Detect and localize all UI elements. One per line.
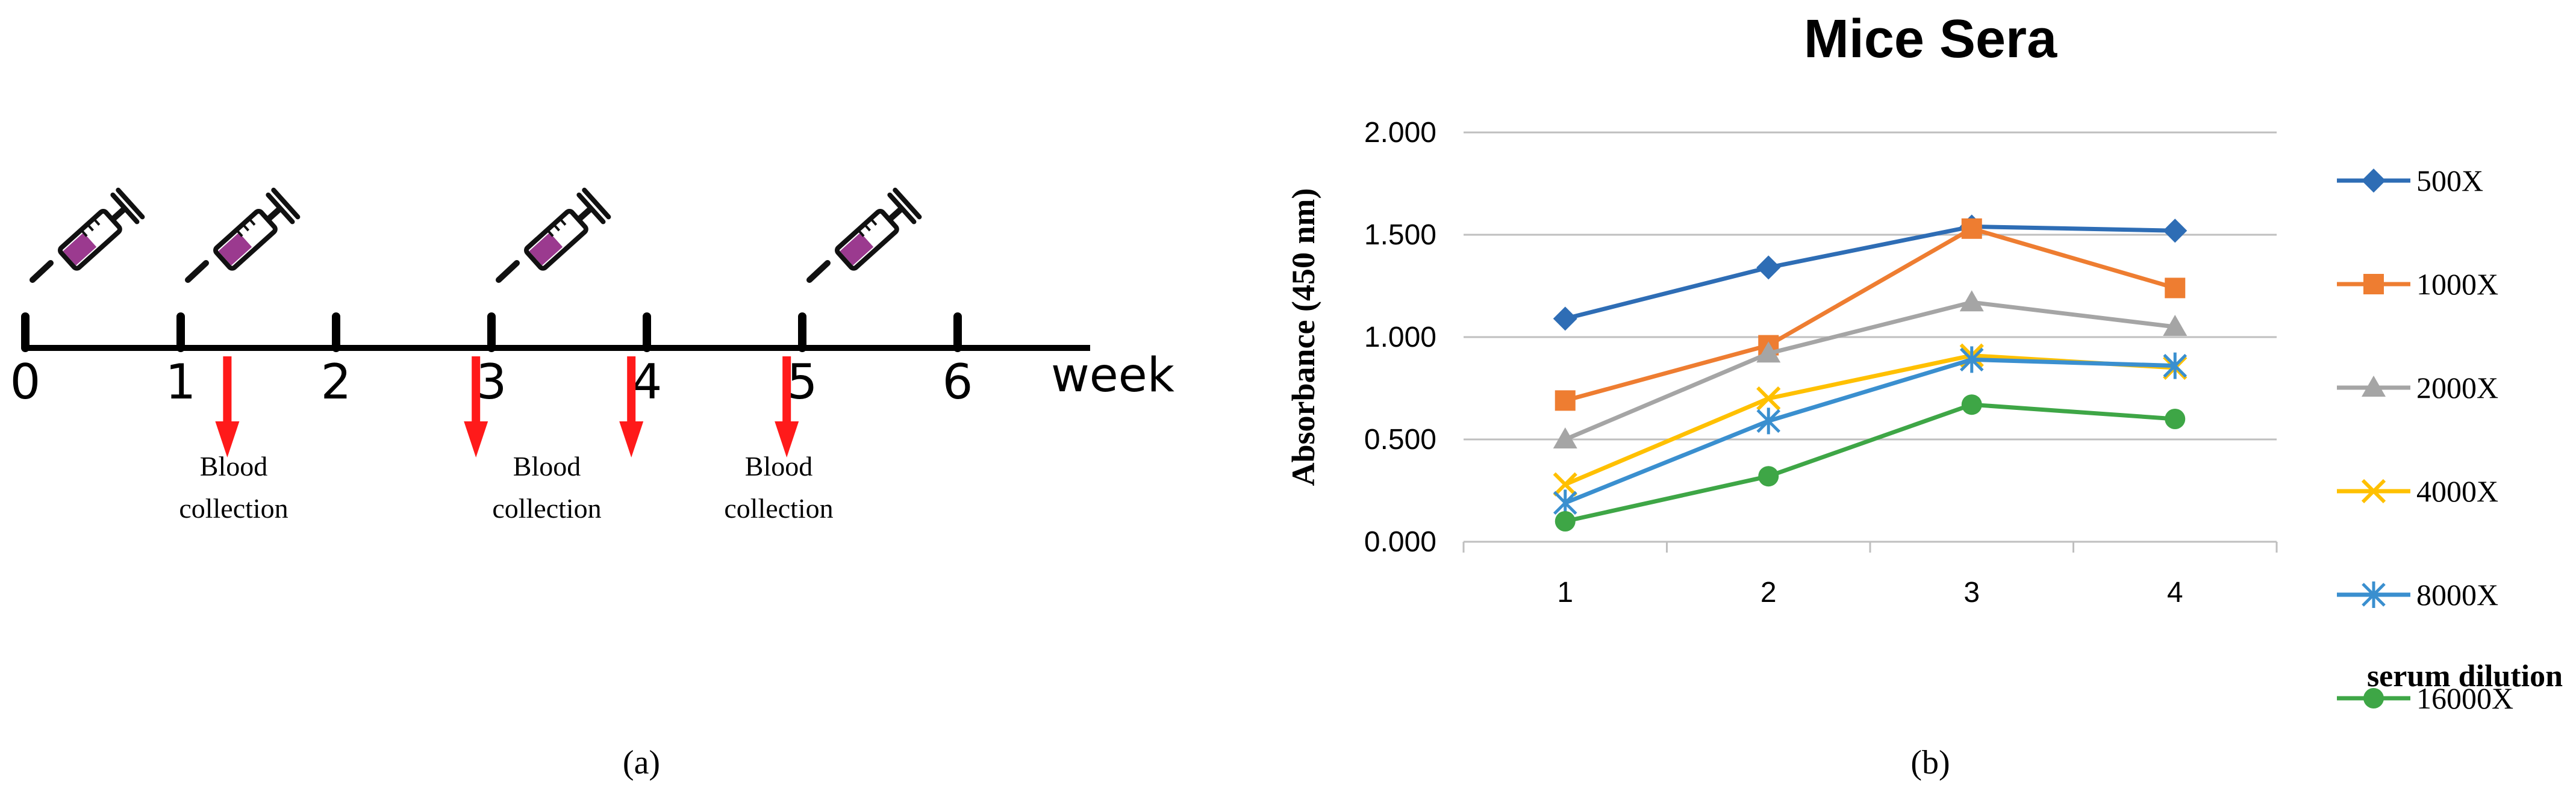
blood-label-3-line1: Blood: [745, 451, 812, 482]
chart-title: Mice Sera: [1804, 9, 2057, 69]
x-tick-label: 3: [1963, 577, 1980, 609]
blood-collection-arrow-icon: [775, 356, 799, 457]
series-line-500X: [1564, 224, 2175, 321]
data-point-16000X-2: [1758, 466, 1779, 487]
panel-b-caption: (b): [1910, 744, 1950, 781]
series-line-2000X: [1564, 300, 2175, 442]
data-point-500X-1: [1553, 306, 1577, 331]
blood-label-2-line1: Blood: [513, 451, 581, 482]
legend-item-4000X: 4000X: [2337, 474, 2498, 508]
series-1000X: [1555, 218, 2186, 411]
blood-collection-arrow-icon: [464, 356, 488, 457]
legend-marker-2000X: [2362, 376, 2386, 397]
series-line-16000X: [1564, 402, 2175, 524]
legend-title: serum dilution: [2367, 659, 2563, 693]
blood-collection-arrow-icon: [215, 356, 240, 457]
panel-b-chart: Mice Sera 0.000 0.500 1.000 1.500 2.000 1 2 3 4…: [1285, 9, 2563, 781]
legend-item-8000X: 8000X: [2337, 578, 2498, 612]
legend-label-8000X: 8000X: [2416, 578, 2498, 612]
chart-series: [1553, 214, 2188, 532]
data-point-16000X-1: [1555, 511, 1576, 532]
data-point-1000X-4: [2165, 277, 2186, 299]
syringe-icon: [499, 190, 608, 280]
week-label-5: 5: [787, 354, 818, 410]
series-line-1000X: [1564, 226, 2176, 403]
week-label-2: 2: [321, 354, 352, 410]
data-point-500X-2: [1756, 255, 1781, 280]
x-tick-marks: [1462, 542, 2278, 553]
legend-marker-4000X: [2361, 479, 2386, 504]
series-8000X: [1553, 346, 2188, 516]
chart-legend: 500X 1000X 2000X 4000X 8000X 16000X: [2337, 164, 2513, 715]
blood-label-1-line2: collection: [179, 493, 288, 524]
data-point-16000X-3: [1961, 394, 1982, 415]
legend-marker-16000X: [2363, 688, 2384, 708]
week-label-4: 4: [632, 354, 663, 410]
data-point-1000X-1: [1555, 390, 1576, 411]
syringe-icon: [33, 190, 142, 280]
x-tick-labels: 1 2 3 4: [1557, 577, 2183, 609]
week-label-0: 0: [10, 354, 41, 410]
x-tick-label: 4: [2167, 577, 2183, 609]
week-ticks: [21, 312, 962, 352]
data-point-2000X-1: [1553, 427, 1577, 448]
panel-a-timeline: 0 1 2 3 4 5 6 week Blood collection Blood coll…: [10, 190, 1174, 781]
data-point-2000X-4: [2163, 315, 2188, 336]
series-4000X: [1553, 343, 2188, 497]
y-tick-label: 1.500: [1364, 219, 1436, 251]
legend-marker-8000X: [2362, 581, 2386, 608]
y-tick-labels: 0.000 0.500 1.000 1.500 2.000: [1364, 117, 1436, 558]
series-2000X: [1553, 290, 2188, 448]
legend-item-2000X: 2000X: [2337, 371, 2498, 405]
data-point-8000X-3: [1959, 346, 1984, 373]
legend-item-1000X: 1000X: [2337, 267, 2498, 301]
legend-label-1000X: 1000X: [2416, 267, 2498, 301]
week-label-3: 3: [476, 354, 507, 410]
legend-label-2000X: 2000X: [2416, 371, 2498, 405]
y-axis-label: Absorbance (450 nm): [1285, 188, 1321, 486]
series-line-8000X: [1564, 357, 2175, 505]
y-tick-label: 0.500: [1364, 424, 1436, 456]
data-point-8000X-2: [1756, 408, 1781, 435]
series-16000X: [1555, 394, 2186, 532]
y-tick-label: 1.000: [1364, 321, 1436, 353]
data-point-1000X-3: [1961, 218, 1982, 239]
week-label-1: 1: [166, 354, 196, 410]
y-tick-label: 0.000: [1364, 526, 1436, 558]
data-point-2000X-2: [1756, 341, 1781, 363]
data-point-4000X-2: [1756, 386, 1781, 411]
legend-marker-500X: [2362, 169, 2386, 193]
x-tick-label: 2: [1760, 577, 1777, 609]
blood-collection-arrows: [215, 356, 799, 457]
data-point-500X-4: [2163, 219, 2188, 243]
syringe-icon: [809, 190, 919, 280]
y-tick-label: 2.000: [1364, 117, 1436, 149]
data-point-16000X-4: [2165, 409, 2186, 429]
blood-label-3-line2: collection: [724, 493, 833, 524]
legend-item-16000X: 16000X: [2337, 681, 2513, 715]
legend-item-500X: 500X: [2337, 164, 2483, 197]
legend-marker-1000X: [2363, 274, 2384, 294]
blood-label-2-line2: collection: [492, 493, 601, 524]
x-tick-label: 1: [1557, 577, 1573, 609]
series-500X: [1553, 214, 2188, 331]
panel-a-caption: (a): [623, 744, 660, 781]
blood-label-1-line1: Blood: [200, 451, 267, 482]
blood-collection-labels: Blood collection Blood collection Blood …: [179, 451, 833, 524]
blood-collection-arrow-icon: [619, 356, 644, 457]
week-axis-label: week: [1051, 349, 1174, 403]
data-point-8000X-4: [2163, 352, 2188, 379]
week-label-6: 6: [943, 354, 973, 410]
syringes: [33, 190, 919, 280]
legend-label-4000X: 4000X: [2416, 474, 2498, 508]
chart-gridlines: [1464, 131, 2277, 543]
legend-label-500X: 500X: [2416, 164, 2483, 197]
week-labels: 0 1 2 3 4 5 6: [10, 354, 973, 410]
syringe-icon: [188, 190, 298, 280]
data-point-4000X-1: [1553, 472, 1577, 497]
data-point-2000X-3: [1959, 290, 1984, 312]
legend-label-16000X: 16000X: [2416, 681, 2513, 715]
